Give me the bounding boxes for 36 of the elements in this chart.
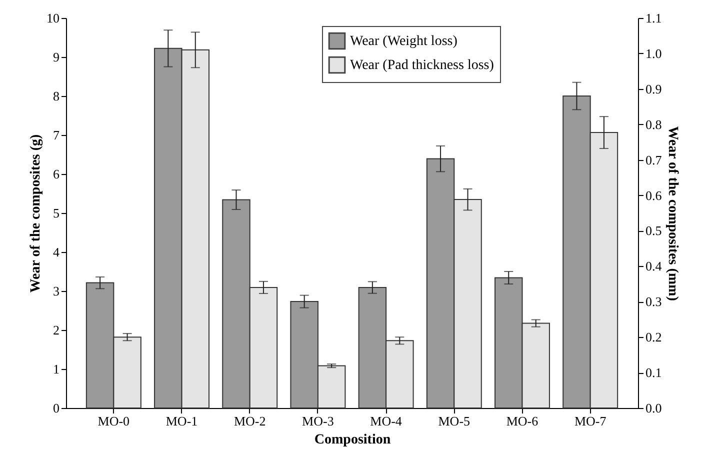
y-axis-title: Wear of the composites (g)	[28, 134, 44, 293]
y2-tick-label: 1.0	[646, 46, 662, 61]
y-tick-label: 2	[53, 322, 60, 338]
y-tick-label: 9	[53, 50, 60, 64]
y-tick-label: 8	[53, 88, 60, 104]
legend-label: Wear (Weight loss)	[350, 34, 458, 49]
y-tick-label: 3	[53, 284, 60, 298]
y2-tick-label: 0.5	[646, 223, 662, 238]
y-tick-label: 0	[53, 400, 60, 416]
y-tick-label: 4	[53, 244, 60, 260]
y2-tick-label: 0.0	[646, 400, 662, 416]
x-tick-label: MO-6	[506, 414, 539, 428]
x-tick-label: MO-2	[234, 414, 266, 428]
y2-tick-label: 0.3	[646, 294, 662, 310]
y-tick-label: 5	[53, 206, 60, 220]
y-tick-label: 6	[53, 166, 60, 182]
y-tick-label: 7	[53, 128, 60, 142]
y2-axis-title: Wear of the composites (mm)	[664, 126, 680, 302]
y2-tick-label: 0.2	[646, 330, 662, 345]
y-tick-label: 10	[46, 10, 60, 26]
y2-tick-label: 0.6	[646, 188, 662, 203]
y2-tick-label: 0.4	[646, 258, 662, 274]
legend-label: Wear (Pad thickness loss)	[350, 58, 494, 73]
x-tick-label: MO-7	[574, 414, 607, 428]
y2-tick-label: 0.1	[646, 365, 662, 380]
x-tick-label: MO-1	[166, 414, 198, 428]
x-tick-label: MO-3	[302, 414, 334, 428]
y2-tick-label: 0.9	[646, 81, 662, 96]
y2-tick-label: 1.1	[646, 10, 662, 26]
x-tick-label: MO-5	[438, 414, 470, 428]
x-axis-title: Composition	[314, 432, 391, 448]
x-tick-label: MO-4	[370, 414, 402, 428]
x-tick-label: MO-0	[98, 414, 130, 428]
y2-tick-label: 0.8	[646, 116, 662, 132]
y-tick-label: 1	[53, 362, 60, 376]
y2-tick-label: 0.7	[646, 152, 662, 168]
